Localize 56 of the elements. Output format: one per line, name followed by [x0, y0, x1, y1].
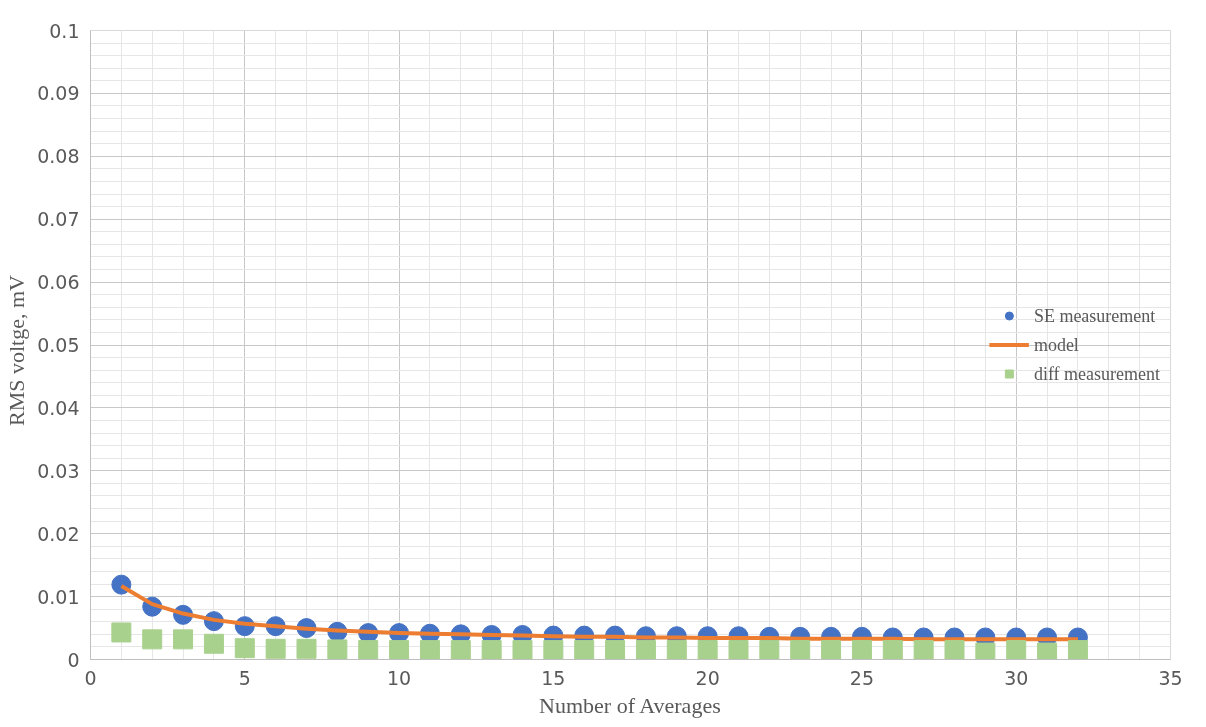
- y-tick-label: 0: [67, 648, 80, 671]
- legend-label: diff measurement: [1033, 363, 1160, 384]
- x-tick-label: 15: [541, 666, 566, 689]
- point: [759, 640, 780, 660]
- point: [975, 642, 996, 660]
- x-tick-label: 10: [386, 666, 412, 689]
- y-axis-title: RMS voltge, mV: [4, 274, 30, 426]
- y-tick-label: 0.04: [37, 396, 80, 419]
- point: [944, 640, 965, 660]
- point: [543, 640, 564, 660]
- y-tick-label: 0.02: [37, 522, 80, 545]
- point: [635, 640, 656, 660]
- point: [605, 640, 626, 660]
- point: [327, 639, 348, 660]
- y-tick-label: 0.05: [37, 334, 80, 356]
- x-tick-label: 0: [84, 666, 97, 689]
- point: [142, 629, 163, 650]
- point: [203, 633, 224, 654]
- x-tick-label: 5: [238, 666, 251, 689]
- y-tick-label: 0.03: [37, 459, 80, 482]
- point: [173, 629, 194, 650]
- legend-label: model: [1033, 334, 1079, 355]
- point: [512, 640, 533, 660]
- point: [851, 640, 872, 660]
- point: [697, 640, 718, 660]
- point: [728, 640, 749, 660]
- point: [1006, 640, 1027, 660]
- point: [882, 640, 903, 660]
- point: [481, 640, 502, 660]
- point: [821, 640, 842, 660]
- point: [419, 640, 440, 660]
- point: [574, 640, 595, 660]
- x-tick-label: 25: [849, 666, 875, 689]
- point: [296, 638, 317, 659]
- point: [450, 640, 471, 660]
- y-tick-label: 0.06: [37, 271, 80, 294]
- y-tick-label: 0.07: [37, 208, 80, 231]
- y-tick-label: 0.01: [37, 585, 80, 608]
- y-tick-label: 0.1: [49, 19, 80, 42]
- point: [265, 638, 286, 659]
- point: [234, 638, 255, 659]
- x-axis-title: Number of Averages: [539, 692, 721, 718]
- point: [111, 622, 132, 643]
- point: [389, 640, 410, 660]
- y-tick-label: 0.09: [37, 82, 80, 105]
- point: [913, 640, 934, 660]
- x-tick-label: 30: [1004, 666, 1029, 689]
- point: [1037, 642, 1058, 660]
- x-tick-label: 35: [1158, 666, 1183, 689]
- point: [358, 640, 379, 660]
- point: [1067, 640, 1088, 660]
- x-tick-label: 20: [695, 666, 720, 689]
- point: [666, 640, 687, 660]
- point: [790, 640, 811, 660]
- y-tick-label: 0.08: [37, 145, 80, 168]
- legend-label: SE measurement: [1033, 305, 1156, 326]
